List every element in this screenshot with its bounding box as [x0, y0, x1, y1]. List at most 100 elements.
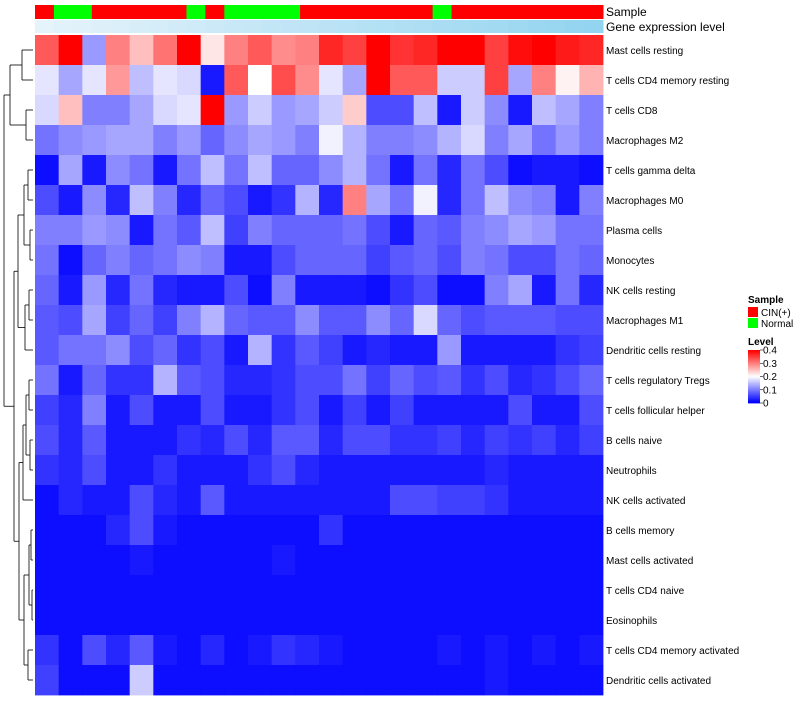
heatmap-cell	[153, 125, 178, 156]
sample-track-cell	[356, 5, 377, 19]
heatmap-cell	[390, 335, 415, 366]
heatmap-cell	[484, 605, 509, 636]
heatmap-cell	[390, 425, 415, 456]
legend-level-gradient-step	[748, 399, 760, 401]
heatmap-cell	[129, 215, 154, 246]
heatmap-cell	[106, 95, 131, 126]
heatmap-cell	[82, 65, 107, 96]
heatmap-cell	[271, 125, 296, 156]
heatmap-cell	[129, 395, 154, 426]
heatmap-cell	[437, 605, 462, 636]
heatmap-cell	[177, 245, 202, 276]
expression-track-cell	[565, 20, 585, 33]
heatmap-cell	[58, 125, 83, 156]
heatmap-cell	[366, 545, 391, 576]
legend-level-tick-label: 0.2	[763, 372, 777, 383]
heatmap-cell	[248, 125, 273, 156]
heatmap-cell	[106, 65, 131, 96]
heatmap-cell	[461, 245, 486, 276]
heatmap-cell	[58, 545, 83, 576]
heatmap-cell	[200, 425, 225, 456]
heatmap-cell	[390, 395, 415, 426]
heatmap-cell	[366, 215, 391, 246]
heatmap-cell	[461, 605, 486, 636]
heatmap-cell	[390, 305, 415, 336]
heatmap-cell	[248, 605, 273, 636]
expression-track-cell	[205, 20, 225, 33]
heatmap-cell	[366, 605, 391, 636]
heatmap-cell	[200, 245, 225, 276]
heatmap-cell	[319, 635, 344, 666]
heatmap-cell	[295, 95, 320, 126]
heatmap-cell	[106, 305, 131, 336]
heatmap-cell	[555, 425, 580, 456]
heatmap-cell	[461, 425, 486, 456]
heatmap-cell	[106, 515, 131, 546]
heatmap-cell	[390, 365, 415, 396]
heatmap-cell	[58, 425, 83, 456]
heatmap-cell	[248, 425, 273, 456]
heatmap-cell	[35, 665, 60, 696]
sample-track-cell	[508, 5, 528, 19]
heatmap-cell	[579, 515, 604, 546]
heatmap-cell	[248, 215, 273, 246]
heatmap-cell	[508, 65, 533, 96]
heatmap-cell	[295, 485, 320, 516]
heatmap-cell	[532, 605, 557, 636]
legend-level-gradient-step	[748, 380, 760, 383]
row-label: Mast cells resting	[606, 46, 683, 57]
heatmap-cell	[532, 455, 557, 486]
row-label: NK cells activated	[606, 496, 685, 507]
heatmap-cell	[484, 395, 509, 426]
heatmap-cell	[200, 575, 225, 606]
heatmap-cell	[271, 545, 296, 576]
heatmap-cell	[177, 215, 202, 246]
heatmap-cell	[35, 95, 60, 126]
sample-track-cell	[186, 5, 206, 19]
heatmap-cell	[82, 515, 107, 546]
heatmap-cell	[437, 665, 462, 696]
heatmap-cell	[82, 245, 107, 276]
row-label: T cells CD4 memory activated	[606, 646, 739, 657]
heatmap-cell	[461, 185, 486, 216]
heatmap-cell	[579, 365, 604, 396]
expression-track-cell	[356, 20, 377, 33]
legend-level-gradient-step	[748, 401, 760, 404]
heatmap-cell	[508, 335, 533, 366]
heatmap-cell	[319, 125, 344, 156]
heatmap-cell	[200, 335, 225, 366]
heatmap-cell	[271, 395, 296, 426]
heatmap-cell	[461, 635, 486, 666]
heatmap-cell	[177, 395, 202, 426]
sample-track-cell	[432, 5, 453, 19]
heatmap-cell	[129, 575, 154, 606]
legend-sample-swatch	[748, 318, 758, 328]
heatmap-cell	[461, 155, 486, 186]
heatmap-cell	[177, 605, 202, 636]
heatmap-cell	[579, 215, 604, 246]
heatmap-cell	[484, 245, 509, 276]
heatmap-cell	[224, 125, 249, 156]
row-label: Dendritic cells resting	[606, 346, 701, 357]
heatmap-cell	[484, 215, 509, 246]
heatmap-cell	[484, 95, 509, 126]
heatmap-cell	[200, 95, 225, 126]
heatmap-cell	[319, 455, 344, 486]
heatmap-cell	[437, 155, 462, 186]
heatmap-cell	[390, 185, 415, 216]
heatmap-cell	[58, 605, 83, 636]
heatmap-cell	[271, 65, 296, 96]
heatmap-cell	[200, 515, 225, 546]
heatmap-cell	[58, 485, 83, 516]
row-label: T cells regulatory Tregs	[606, 376, 710, 387]
heatmap-cell	[319, 575, 344, 606]
legend-level-gradient-step	[748, 375, 760, 377]
heatmap-cell	[58, 215, 83, 246]
legend-sample-swatch	[748, 307, 758, 317]
heatmap-cell	[295, 635, 320, 666]
heatmap-cell	[271, 335, 296, 366]
heatmap-cell	[106, 245, 131, 276]
heatmap-cell	[177, 455, 202, 486]
heatmap-cell	[555, 185, 580, 216]
heatmap-cell	[390, 545, 415, 576]
